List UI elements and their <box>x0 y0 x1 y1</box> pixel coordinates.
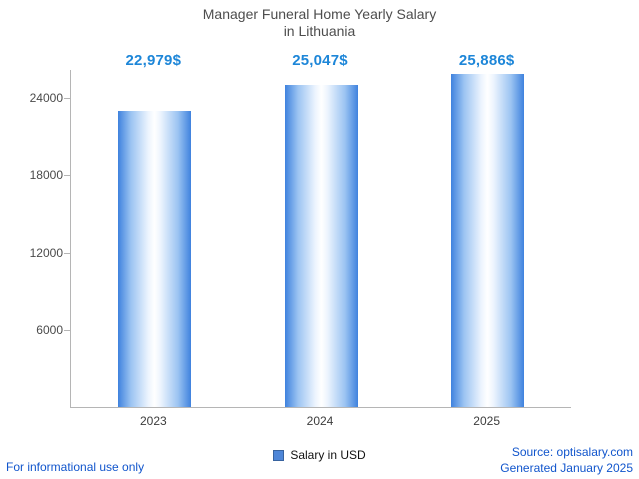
bar-value-label: 25,886$ <box>458 52 515 69</box>
bar-value-label: 22,979$ <box>125 52 182 69</box>
y-tick-label: 18000 <box>29 168 63 183</box>
source-link[interactable]: Source: optisalary.com <box>511 445 633 459</box>
y-tick-label: 12000 <box>29 245 63 260</box>
generated-date: Generated January 2025 <box>500 461 633 475</box>
bar-2023 <box>117 111 191 407</box>
y-tick-label: 6000 <box>36 322 63 337</box>
chart-title-line2: in Lithuania <box>283 23 356 39</box>
y-tick-label: 24000 <box>29 91 63 106</box>
chart-title: Manager Funeral Home Yearly Salary in Li… <box>0 6 639 40</box>
disclaimer-text: For informational use only <box>6 460 145 474</box>
source-block: Source: optisalary.com Generated January… <box>500 444 633 476</box>
y-tick-mark <box>64 252 70 254</box>
y-tick-mark <box>64 98 70 100</box>
x-axis-label: 2025 <box>473 414 500 428</box>
bar-value-label: 25,047$ <box>292 52 348 69</box>
chart-title-line1: Manager Funeral Home Yearly Salary <box>202 6 437 22</box>
plot-area <box>64 70 571 408</box>
legend-swatch-icon <box>273 449 285 461</box>
legend-label: Salary in USD <box>290 448 366 462</box>
x-axis-label: 2023 <box>139 414 167 428</box>
bar-2025 <box>451 74 525 407</box>
y-tick-mark <box>64 175 70 177</box>
x-axis-label: 2024 <box>306 414 334 428</box>
legend: Salary in USD <box>0 448 639 462</box>
bar-2024 <box>284 84 358 407</box>
y-tick-mark <box>64 329 70 331</box>
